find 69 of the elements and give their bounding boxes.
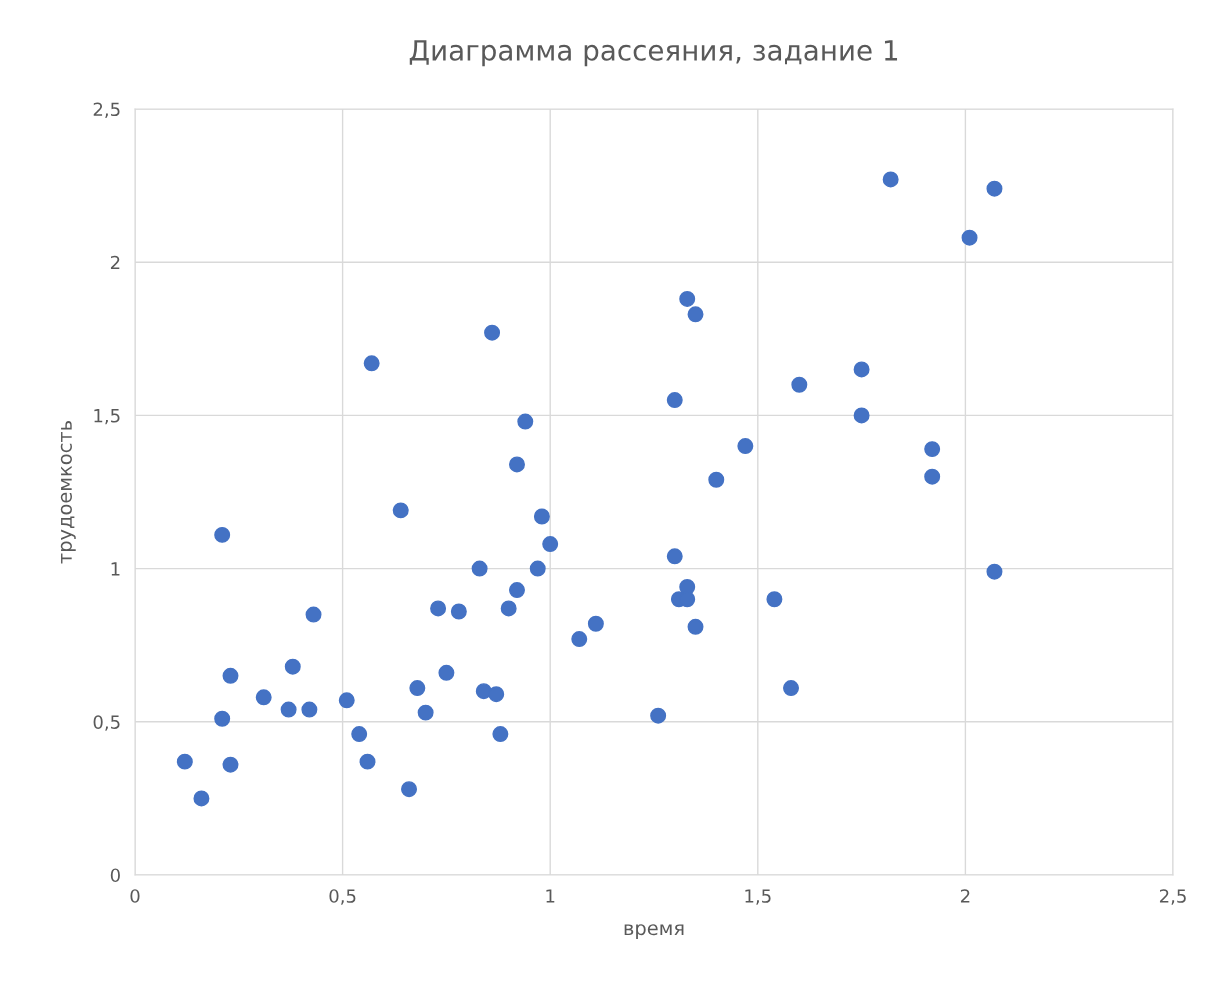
point — [222, 756, 239, 773]
point — [305, 606, 322, 623]
point — [284, 658, 301, 675]
point — [587, 615, 604, 632]
point — [986, 563, 1003, 580]
point — [484, 324, 501, 341]
point — [687, 306, 704, 323]
point — [430, 600, 447, 617]
point — [214, 710, 231, 727]
point — [924, 468, 941, 485]
point — [176, 753, 193, 770]
x-axis-title: время — [624, 924, 684, 940]
point — [961, 229, 978, 246]
y-tick-label: 2,5 — [93, 102, 120, 118]
x-tick-label: 1 — [546, 889, 555, 903]
point — [853, 407, 870, 424]
y-tick-label: 1,5 — [94, 409, 120, 425]
point — [500, 600, 517, 617]
point — [409, 680, 426, 697]
point — [986, 180, 1003, 197]
chart-title: Диаграмма рассеяния, задание 1 — [409, 40, 898, 67]
point — [401, 781, 418, 798]
point — [737, 438, 754, 455]
point — [766, 591, 783, 608]
point — [417, 704, 434, 721]
point — [517, 413, 534, 430]
point — [214, 526, 231, 543]
point — [783, 680, 799, 697]
point — [853, 361, 870, 378]
y-tick-label: 0 — [110, 868, 120, 883]
point — [679, 290, 696, 307]
point — [255, 689, 272, 706]
point — [338, 692, 355, 709]
point — [571, 631, 588, 648]
point — [509, 582, 525, 599]
point — [280, 701, 297, 718]
y-axis-title: трудоемкость — [60, 421, 76, 564]
point — [687, 618, 704, 635]
point — [222, 667, 239, 684]
y-tick-label: 0,5 — [93, 715, 120, 731]
point — [650, 707, 667, 724]
point — [488, 686, 505, 703]
x-tick-label: 2 — [960, 889, 970, 903]
point — [529, 560, 546, 577]
point — [351, 726, 368, 743]
point — [450, 603, 467, 620]
point — [471, 560, 488, 577]
x-tick-label: 2,5 — [1159, 889, 1186, 905]
point — [791, 376, 808, 393]
point — [392, 502, 409, 519]
point — [509, 456, 525, 473]
point — [924, 441, 941, 458]
point — [533, 508, 550, 525]
x-tick-label: 0,5 — [329, 889, 356, 905]
point — [708, 471, 725, 488]
point — [882, 171, 899, 188]
point — [492, 726, 509, 743]
y-tick-label: 1 — [111, 562, 120, 576]
point — [666, 392, 683, 409]
point — [363, 355, 380, 372]
point — [666, 548, 683, 565]
x-tick-label: 0 — [130, 889, 140, 903]
point — [542, 536, 559, 553]
point — [438, 664, 455, 681]
x-tick-label: 1,5 — [745, 889, 771, 905]
y-tick-label: 2 — [110, 255, 120, 270]
point — [301, 701, 318, 718]
point — [359, 753, 376, 770]
point — [193, 790, 210, 807]
